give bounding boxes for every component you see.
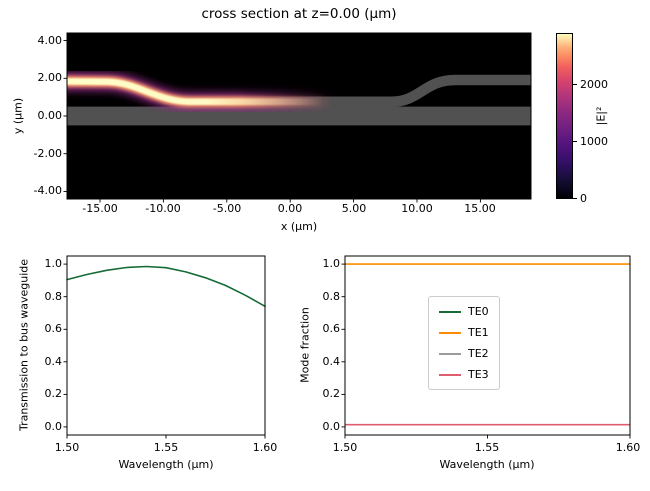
y-tick-label: -2.00	[33, 147, 62, 160]
colorbar-label: |E|²	[594, 106, 608, 126]
br-y-axis-label: Mode fraction	[298, 307, 312, 383]
x-tick-label: 15.00	[464, 202, 496, 215]
y-tick-label: 0.2	[44, 387, 63, 400]
bl-x-axis-label: Wavelength (μm)	[118, 458, 214, 471]
te1-line-swatch	[439, 331, 461, 334]
y-tick-label: -4.00	[33, 184, 62, 197]
y-tick-label: 4.00	[37, 34, 63, 47]
top-x-axis-label: x (μm)	[280, 220, 318, 233]
colorbar-tick-label: 2000	[580, 78, 608, 91]
y-tick-label: 1.0	[322, 257, 341, 270]
bl-y-axis-label: Transmission to bus waveguide	[17, 258, 31, 432]
x-tick-label: 1.55	[153, 441, 179, 454]
x-tick-label: 1.60	[252, 441, 278, 454]
legend-label: TE2	[468, 347, 489, 360]
x-tick-label: 0.00	[277, 202, 303, 215]
x-tick-label: 1.50	[54, 441, 80, 454]
y-tick-label: 0.2	[322, 387, 341, 400]
y-tick-label: 0.6	[322, 322, 341, 335]
field-input-core	[67, 78, 392, 105]
mode-fraction-plot	[341, 255, 631, 439]
y-tick-label: 1.0	[44, 257, 63, 270]
x-tick-label: -15.00	[82, 202, 118, 215]
y-tick-label: 0.4	[44, 355, 63, 368]
br-x-axis-label: Wavelength (μm)	[439, 458, 535, 471]
legend-label: TE3	[468, 368, 489, 381]
x-tick-label: 1.55	[474, 441, 500, 454]
legend-item: TE1	[439, 326, 489, 339]
top-y-axis-label: y (μm)	[11, 97, 25, 135]
transmission-plot	[63, 255, 266, 439]
y-tick-label: 0.00	[37, 109, 63, 122]
x-tick-label: -10.00	[145, 202, 181, 215]
y-tick-label: 0.0	[322, 420, 341, 433]
top-axes-ticks	[63, 40, 481, 203]
transmission-curve	[66, 265, 266, 308]
legend-label: TE0	[468, 305, 489, 318]
te2-line-swatch	[439, 352, 461, 355]
y-tick-label: 0.4	[322, 355, 341, 368]
bl-axes-ticks	[63, 263, 266, 439]
y-tick-label: 0.8	[44, 290, 63, 303]
colorbar-tick	[573, 198, 577, 199]
y-tick-label: 0.0	[44, 420, 63, 433]
te0-line-swatch	[439, 310, 461, 313]
legend-label: TE1	[468, 326, 489, 339]
x-tick-label: 10.00	[401, 202, 433, 215]
colorbar-tick	[573, 84, 577, 85]
legend-item: TE3	[439, 368, 489, 381]
y-tick-label: 2.00	[37, 71, 63, 84]
x-tick-label: 1.60	[615, 441, 641, 454]
top-plot-title: cross section at z=0.00 (μm)	[201, 6, 397, 22]
y-tick-label: 0.6	[44, 322, 63, 335]
x-tick-label: 5.00	[341, 202, 367, 215]
legend: TE0 TE1 TE2 TE3	[428, 296, 500, 390]
colorbar-tick	[573, 141, 577, 142]
legend-item: TE0	[439, 305, 489, 318]
y-tick-label: 0.8	[322, 290, 341, 303]
bl-axes-spine	[66, 255, 266, 436]
legend-item: TE2	[439, 347, 489, 360]
br-axes-ticks	[341, 263, 631, 439]
field-heatmap	[63, 32, 532, 203]
x-tick-label: -5.00	[212, 202, 242, 215]
x-tick-label: 1.50	[332, 441, 358, 454]
colorbar	[556, 33, 573, 199]
colorbar-tick-label: 1000	[580, 135, 608, 148]
colorbar-tick-label: 0	[580, 192, 587, 205]
te3-line-swatch	[439, 373, 461, 376]
